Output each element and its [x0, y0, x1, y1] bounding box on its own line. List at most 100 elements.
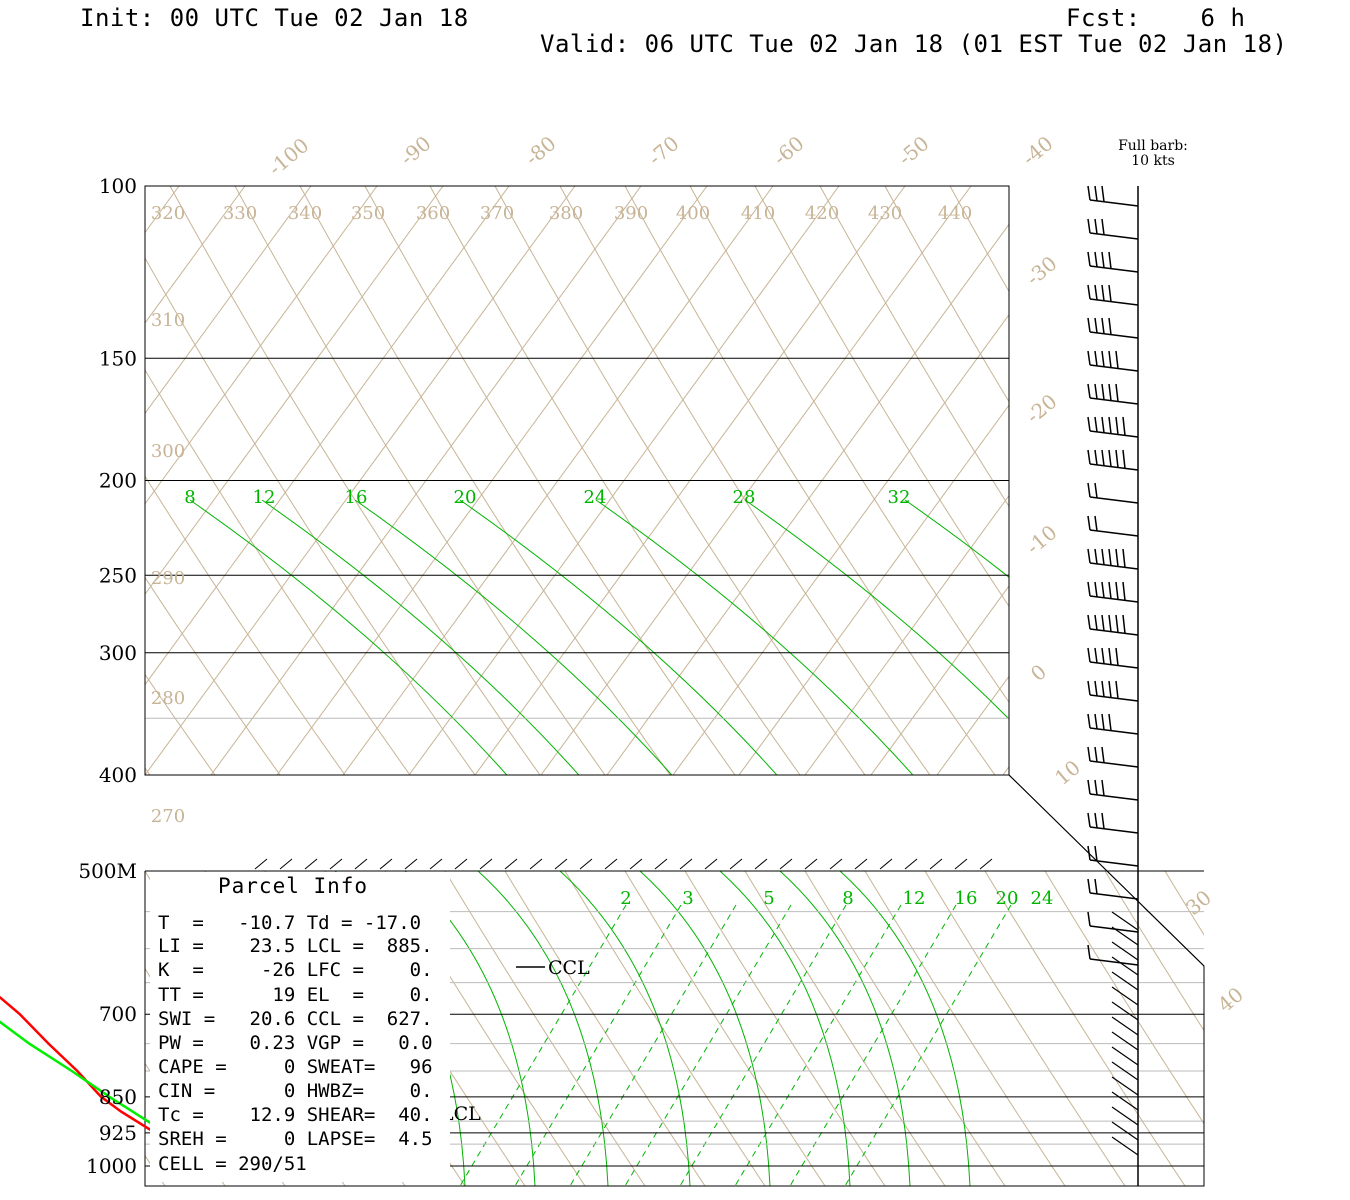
wind-barb-feather: [1087, 581, 1091, 597]
mixing-line: [595, 499, 914, 775]
hatch-mark: [679, 858, 693, 870]
parcel-row-pw: PW = 0.23 VGP = 0.0: [158, 1032, 433, 1054]
wind-barb-feather: [1087, 746, 1091, 762]
hatch-mark: [729, 858, 743, 870]
wind-barb-feather: [1094, 779, 1098, 795]
wind-barb-feather: [1087, 185, 1091, 201]
wind-barb: [1087, 713, 1139, 735]
wind-barb-feather: [1094, 251, 1098, 267]
mixing-line: [744, 499, 1009, 720]
isotherm-line: [1069, 186, 1350, 775]
wind-barb-low: [1111, 971, 1139, 991]
temperature-line: [0, 995, 212, 1168]
wind-barb-low: [1111, 1091, 1139, 1111]
wind-barb-feather: [1108, 383, 1112, 401]
dry-adiabat: [564, 871, 766, 1186]
theta-label: 420: [805, 203, 839, 224]
wind-barb-shaft: [1089, 199, 1139, 207]
wind-barb-feather: [1094, 515, 1098, 531]
pressure-tick-label: 300: [99, 641, 137, 665]
mixing-ratio-label: 16: [955, 888, 978, 909]
wind-barb-feather: [1087, 284, 1091, 300]
mixing-ratio-label: 16: [345, 487, 368, 508]
wind-barb-feather: [1101, 779, 1105, 796]
theta-label: 430: [868, 203, 902, 224]
mixing-line: [477, 871, 609, 1186]
mixing-ratio-label: 2: [620, 888, 631, 909]
wind-barb-feather: [1094, 614, 1098, 630]
wind-barb-feather: [1087, 647, 1091, 663]
mixing-line: [354, 499, 673, 775]
wind-barb-feather: [1087, 482, 1091, 498]
theta-label: 410: [741, 203, 775, 224]
wind-barb: [1087, 515, 1139, 537]
hatch-mark: [804, 858, 818, 870]
wind-barb-feather: [1101, 317, 1105, 334]
wind-barb-low: [1111, 1121, 1139, 1141]
wind-barb-feather: [1094, 449, 1098, 465]
mixing-ratio-label: 12: [253, 487, 276, 508]
parcel-row-cape: CAPE = 0 SWEAT= 96: [158, 1056, 433, 1078]
wind-barb-feather: [1094, 482, 1098, 498]
wind-barb-shaft: [1089, 397, 1139, 405]
wind-barb-feather: [1094, 185, 1098, 201]
wind-barb-shaft: [1089, 364, 1139, 372]
wind-barb-shaft: [1089, 232, 1139, 240]
hatch-mark: [629, 858, 643, 870]
chart-frame: [144, 185, 1205, 1187]
wind-barb-feather: [1101, 284, 1105, 301]
wind-barb: [1087, 944, 1139, 966]
wind-barb-feather: [1087, 812, 1091, 828]
wind-barb-feather: [1087, 779, 1091, 795]
lcl-label: LCL: [441, 1103, 481, 1125]
wind-barb-feather: [1122, 548, 1126, 568]
mixing-ratio-label: 20: [454, 487, 477, 508]
theta-label: 300: [151, 441, 185, 462]
wind-barb-shaft: [1089, 694, 1139, 702]
dry-adiabat: [145, 673, 216, 775]
hatch-mark: [954, 858, 968, 870]
mixing-ratio-label: 20: [996, 888, 1019, 909]
wind-barb-low: [1111, 1106, 1139, 1126]
wind-barb-feather: [1101, 548, 1105, 565]
isotherm-label: -90: [395, 131, 435, 170]
hatch-mark: [929, 858, 943, 870]
valid-time-label: Valid: 06 UTC Tue 02 Jan 18 (01 EST Tue …: [540, 30, 1288, 58]
wind-barb-feather: [1094, 581, 1098, 597]
theta-label: 380: [549, 203, 583, 224]
wind-barb-feather: [1108, 647, 1112, 665]
pressure-tick-label: 250: [99, 563, 137, 587]
wind-barb-feather: [1108, 317, 1112, 335]
wind-barb-shaft: [1089, 727, 1139, 735]
mixing-ratio-label: 32: [888, 487, 911, 508]
hatch-mark: [604, 858, 618, 870]
wind-barb-feather: [1087, 845, 1091, 861]
wind-barb-low: [1111, 1016, 1139, 1036]
wind-barb-feather: [1108, 581, 1112, 599]
dry-adiabat: [684, 871, 886, 1186]
dry-adiabat: [1275, 186, 1350, 775]
init-time-label: Init: 00 UTC Tue 02 Jan 18: [80, 4, 469, 32]
pressure-tick-label: 100: [99, 174, 137, 198]
wind-barb-feather: [1087, 350, 1091, 366]
pressure-tick-label: 200: [99, 469, 137, 493]
hatch-mark: [404, 858, 418, 870]
wind-barb: [1087, 284, 1139, 306]
wind-barb-low: [1111, 926, 1139, 946]
theta-label: 400: [676, 203, 710, 224]
pressure-tick-label: 1000: [86, 1154, 137, 1178]
wind-barb-feather: [1108, 284, 1112, 302]
theta-label: 330: [223, 203, 257, 224]
wind-barb-feather: [1108, 680, 1112, 698]
wind-barb-feather: [1122, 449, 1126, 469]
parcel-info-panel: [150, 872, 450, 1182]
wind-barb-feather: [1108, 548, 1112, 566]
wind-barb-feather: [1087, 251, 1091, 267]
wind-barb-feather: [1094, 350, 1098, 366]
hatch-mark: [479, 858, 493, 870]
theta-label: 310: [151, 310, 185, 331]
wind-barb-feather: [1122, 614, 1126, 634]
dry-adiabat: [624, 871, 826, 1186]
parcel-row-cell: CELL = 290/51: [158, 1153, 307, 1175]
wind-barb-feather: [1094, 317, 1098, 333]
